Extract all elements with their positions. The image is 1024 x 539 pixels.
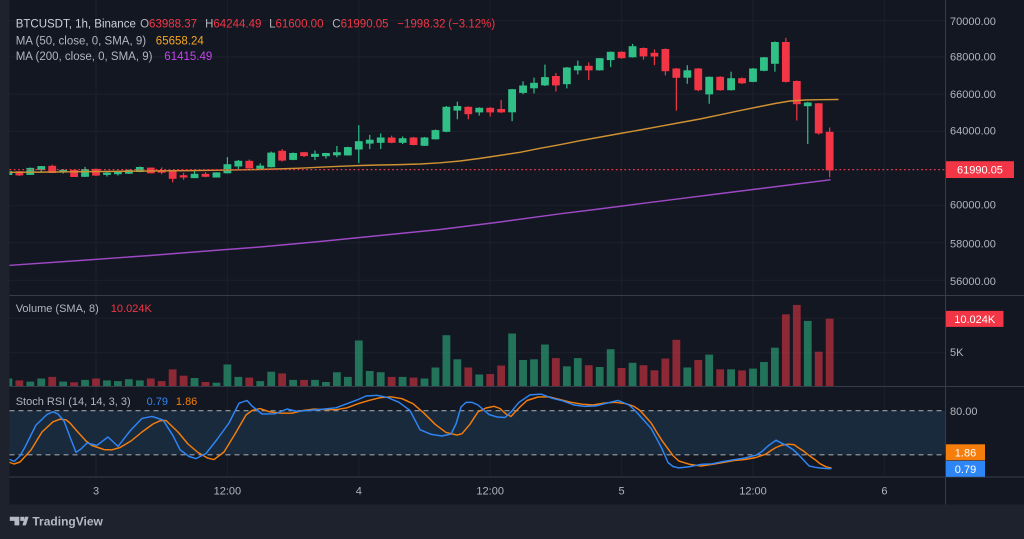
svg-text:(−3.12%): (−3.12%) — [448, 19, 495, 31]
svg-text:61990.05: 61990.05 — [957, 165, 1003, 177]
svg-text:−1998.32: −1998.32 — [397, 19, 445, 31]
svg-text:64000.00: 64000.00 — [950, 126, 996, 138]
svg-text:MA (50, close, 0, SMA, 9): MA (50, close, 0, SMA, 9) — [16, 35, 147, 47]
svg-text:C61990.05: C61990.05 — [332, 19, 388, 31]
svg-text:10.024K: 10.024K — [111, 303, 153, 315]
svg-text:1.86: 1.86 — [176, 396, 197, 408]
svg-text:12:00: 12:00 — [739, 486, 767, 498]
svg-text:5: 5 — [619, 486, 625, 498]
svg-text:61415.49: 61415.49 — [164, 51, 212, 63]
svg-text:58000.00: 58000.00 — [950, 239, 996, 251]
svg-text:70000.00: 70000.00 — [950, 16, 996, 28]
svg-text:60000.00: 60000.00 — [950, 200, 996, 212]
svg-text:68000.00: 68000.00 — [950, 52, 996, 64]
svg-text:3: 3 — [93, 486, 99, 498]
svg-text:4: 4 — [356, 486, 362, 498]
svg-text:BTCUSDT, 1h, Binance: BTCUSDT, 1h, Binance — [16, 19, 136, 31]
svg-text:56000.00: 56000.00 — [950, 276, 996, 288]
svg-text:MA (200, close, 0, SMA, 9): MA (200, close, 0, SMA, 9) — [16, 51, 153, 63]
svg-text:12:00: 12:00 — [214, 486, 242, 498]
svg-text:80.00: 80.00 — [950, 406, 978, 418]
svg-text:0.79: 0.79 — [955, 464, 976, 476]
svg-text:H64244.49: H64244.49 — [205, 19, 261, 31]
svg-text:65658.24: 65658.24 — [156, 35, 205, 47]
svg-text:Stoch RSI (14, 14, 3, 3): Stoch RSI (14, 14, 3, 3) — [16, 396, 131, 408]
svg-text:Volume (SMA, 8): Volume (SMA, 8) — [16, 303, 99, 315]
svg-text:5K: 5K — [950, 347, 964, 359]
svg-text:1.86: 1.86 — [955, 447, 976, 459]
svg-text:TradingView: TradingView — [32, 515, 103, 529]
svg-text:O63988.37: O63988.37 — [140, 19, 197, 31]
svg-text:L61600.00: L61600.00 — [269, 19, 323, 31]
svg-text:66000.00: 66000.00 — [950, 89, 996, 101]
svg-text:10.024K: 10.024K — [954, 314, 996, 326]
svg-text:12:00: 12:00 — [476, 486, 504, 498]
svg-text:0.79: 0.79 — [147, 396, 168, 408]
svg-text:6: 6 — [881, 486, 887, 498]
